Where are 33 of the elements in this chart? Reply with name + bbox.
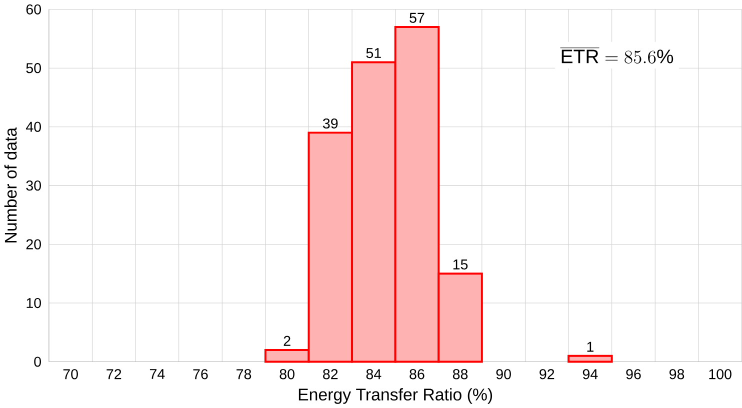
data-label: 51 bbox=[366, 48, 381, 58]
x-tick-label: 94 bbox=[582, 369, 598, 380]
y-tick-label: 10 bbox=[26, 298, 41, 308]
y-tick-label: 60 bbox=[26, 4, 41, 14]
x-tick-label: 78 bbox=[236, 369, 252, 380]
x-axis-title: Energy Transfer Ratio (%) bbox=[298, 388, 492, 404]
x-tick-label: 88 bbox=[452, 369, 468, 380]
x-tick-label: 70 bbox=[63, 369, 78, 380]
data-label: 39 bbox=[322, 118, 338, 128]
x-tick-label: 74 bbox=[150, 369, 165, 379]
x-tick-label: 80 bbox=[280, 369, 294, 380]
x-tick-label: 90 bbox=[496, 369, 511, 380]
annotation: $\overline{\mathrm{ETR}} = 85.6\%$ bbox=[560, 48, 674, 64]
x-tick-label: 100 bbox=[709, 369, 732, 380]
y-tick-label: 0 bbox=[34, 356, 41, 367]
x-tick-label: 98 bbox=[670, 369, 684, 380]
y-axis-title: Number of data bbox=[4, 127, 17, 242]
x-tick-label: 82 bbox=[323, 369, 338, 380]
x-tick-label: 96 bbox=[626, 369, 641, 380]
x-tick-label: 92 bbox=[540, 369, 554, 380]
y-tick-label: 50 bbox=[26, 62, 41, 74]
x-tick-label: 76 bbox=[193, 369, 208, 380]
bar bbox=[568, 354, 613, 363]
y-tick-label: 40 bbox=[26, 122, 41, 132]
y-tick-label: 30 bbox=[26, 180, 41, 191]
x-tick-label: 84 bbox=[366, 369, 382, 380]
data-label: 57 bbox=[410, 12, 424, 23]
data-label: 15 bbox=[453, 259, 468, 270]
x-tick-label: 72 bbox=[106, 369, 122, 379]
x-tick-label: 86 bbox=[410, 369, 424, 380]
data-label: 2 bbox=[284, 336, 290, 346]
y-tick-label: 20 bbox=[26, 239, 41, 250]
data-label: 1 bbox=[587, 342, 594, 352]
